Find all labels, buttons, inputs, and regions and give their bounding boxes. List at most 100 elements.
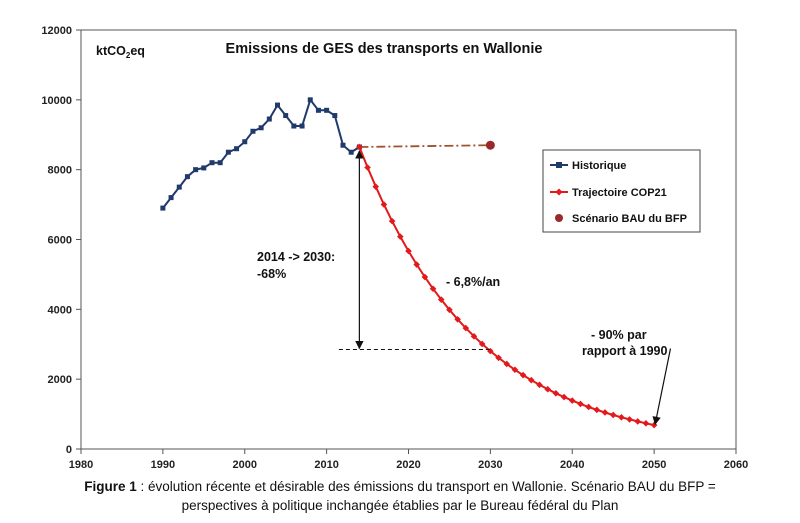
y-tick-label: 8000 [48,165,72,177]
unit-prefix: ktCO [96,44,126,58]
series-line-bau [359,144,491,148]
point-cop21 [577,400,584,408]
point-historique [275,102,280,108]
point-cop21 [634,418,642,425]
point-cop21 [429,285,437,293]
legend-label-cop21: Trajectoire COP21 [572,187,667,199]
x-tick-label: 2010 [314,459,338,471]
point-cop21 [601,409,609,416]
point-cop21 [544,385,551,393]
legend: Historique Trajectoire COP21 Scénario BA… [542,149,701,233]
point-cop21 [405,247,412,255]
point-historique [332,113,338,119]
point-historique [217,160,223,166]
y-tick-label: 6000 [48,235,72,247]
point-cop21 [642,420,650,427]
point-cop21 [372,183,380,190]
point-historique [160,205,166,211]
point-cop21 [380,201,388,208]
unit-suffix: eq [130,44,145,58]
point-cop21 [552,389,560,397]
point-cop21 [593,406,601,414]
series-layer [160,97,658,429]
annotations: Emissions de GES des transports en Wallo… [96,41,672,426]
point-cop21 [568,397,576,404]
caption-text-1: : évolution récente et désirable des émi… [136,479,716,494]
point-cop21 [519,371,527,379]
point-cop21 [503,360,511,368]
legend-marker-cop21 [555,188,563,196]
legend-marker-historique [556,162,562,168]
point-historique [299,123,305,129]
y-tick-label: 0 [66,444,72,456]
y-tick-label: 4000 [48,304,72,316]
point-cop21 [626,416,633,423]
x-tick-label: 2020 [396,459,420,471]
axes: 0 2000 4000 6000 8000 10000 12000 1980 1990 2000 2… [41,25,748,471]
point-historique [234,146,240,152]
point-historique [184,174,190,180]
series-line-historique [162,97,360,209]
point-historique [225,149,231,155]
point-historique [315,107,321,113]
point-cop21 [609,411,617,419]
point-historique [348,149,354,155]
point-cop21 [397,233,404,240]
point-historique [266,116,272,122]
legend-label-historique: Historique [572,160,626,172]
point-cop21 [446,306,453,314]
point-historique [193,167,199,173]
point-historique [291,123,297,129]
point-cop21 [487,347,494,355]
point-cop21 [511,366,519,374]
y-tick-label: 2000 [48,374,72,386]
point-cop21 [356,143,363,151]
legend-box [542,149,701,233]
x-tick-label: 2030 [478,459,502,471]
x-tick-label: 1990 [151,459,175,471]
rate-annotation: - 6,8%/an [446,275,500,289]
x-tick-label: 2040 [560,459,584,471]
point-cop21 [585,403,592,411]
point-historique [168,195,174,201]
point-historique [209,160,215,166]
point-cop21 [388,217,396,225]
caption-line-1: Figure 1 : évolution récente et désirabl… [0,477,800,496]
point-cop21 [650,421,658,429]
range-annotation-line1: 2014 -> 2030: [257,250,335,264]
point-cop21 [413,261,420,268]
point-historique [283,113,289,119]
point-historique [340,142,346,148]
x-tick-label: 2000 [233,459,257,471]
point-cop21 [478,340,486,348]
point-historique [324,107,330,113]
range-annotation-line2: -68% [257,267,286,281]
chart-area: 0 2000 4000 6000 8000 10000 12000 1980 1990 2000 2… [41,25,748,471]
x-tick-label: 2060 [724,459,748,471]
x-tick-label: 2050 [642,459,666,471]
point-cop21 [470,333,478,340]
point-cop21 [454,315,461,323]
point-cop21 [462,324,470,332]
point-cop21 [495,354,502,362]
y-tick-label: 12000 [41,25,72,37]
figure-caption: Figure 1 : évolution récente et désirabl… [0,477,800,515]
point-cop21 [364,164,371,171]
legend-label-bau: Scénario BAU du BFP [572,213,687,225]
caption-figure-label: Figure 1 [84,479,137,494]
point-historique [242,139,248,145]
point-historique [258,125,264,131]
point-bau-2030 [485,140,495,150]
x-tick-label: 1980 [69,459,93,471]
point-cop21 [421,273,429,281]
y-tick-label: 10000 [41,95,72,107]
chart-title: Emissions de GES des transports en Wallo… [226,41,543,57]
point-cop21 [560,393,568,401]
legend-marker-bau [555,214,563,222]
point-cop21 [528,376,535,384]
point-cop21 [618,413,625,421]
emissions-chart: 0 2000 4000 6000 8000 10000 12000 1980 1990 2000 2… [41,25,748,471]
target-annotation-line1: - 90% par [591,328,647,342]
legend-item-bau: Scénario BAU du BFP [555,213,687,225]
point-historique [250,128,256,134]
